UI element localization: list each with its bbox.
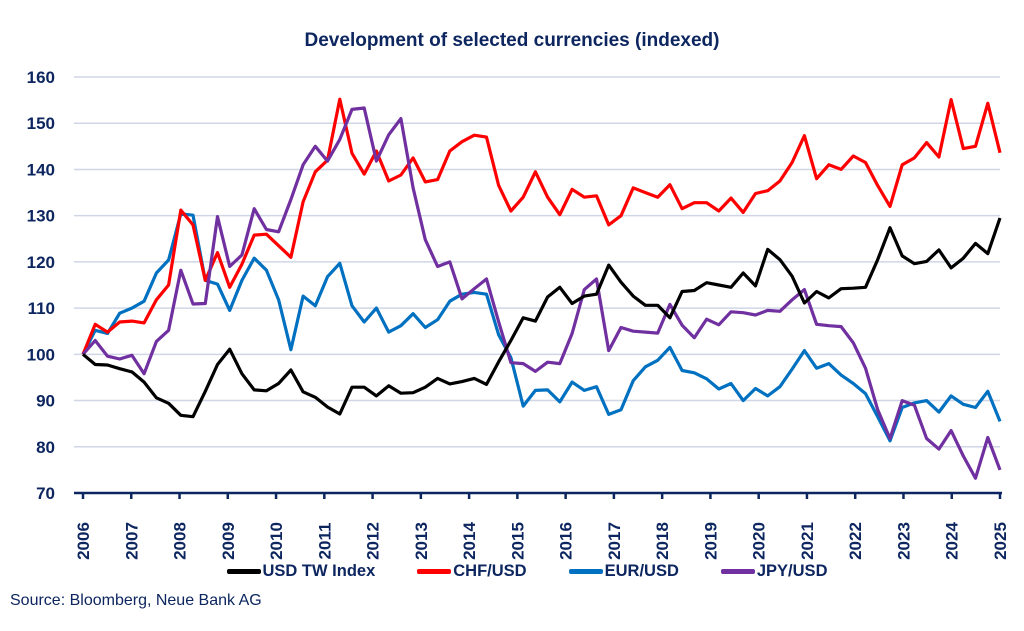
x-tick-label: 2006 (74, 522, 93, 560)
y-tick-label: 140 (27, 160, 55, 179)
x-tick-label: 2012 (364, 522, 383, 560)
series-lines (81, 97, 1002, 480)
x-tick-label: 2022 (846, 522, 865, 560)
x-tick-label: 2010 (267, 522, 286, 560)
legend-swatch-usd-tw (226, 569, 261, 574)
legend: USD TW Index CHF/USD EUR/USD JPY/USD (0, 562, 1024, 581)
x-tick-label: 2019 (701, 522, 720, 560)
legend-item-eur-usd: EUR/USD (568, 562, 679, 581)
legend-label: USD TW Index (262, 562, 376, 580)
y-tick-label: 150 (27, 114, 55, 133)
x-tick-label: 2008 (171, 522, 190, 560)
legend-item-jpy-usd: JPY/USD (720, 562, 828, 581)
y-tick-label: 90 (36, 392, 55, 411)
legend-swatch-chf-usd (417, 569, 452, 574)
y-tick-label: 120 (27, 253, 55, 272)
x-tick-label: 2024 (943, 522, 962, 560)
x-tick-label: 2021 (798, 522, 817, 560)
legend-label: CHF/USD (453, 562, 527, 580)
x-tick-label: 2011 (315, 523, 334, 560)
x-axis: 2006 2007 2008 2009 2010 2011 2012 2013 2014 2015… (74, 491, 1010, 560)
legend-label: EUR/USD (604, 562, 679, 580)
y-tick-label: 80 (36, 438, 55, 457)
x-tick-label: 2015 (508, 522, 527, 560)
x-tick-label: 2020 (750, 522, 769, 560)
legend-item-usd-tw: USD TW Index (226, 562, 376, 581)
series-line-chf-usd (81, 97, 1002, 355)
legend-item-chf-usd: CHF/USD (417, 562, 527, 581)
x-tick-label: 2018 (653, 522, 672, 560)
legend-label: JPY/USD (756, 562, 828, 580)
x-tick-label: 2013 (412, 522, 431, 560)
x-tick-label: 2017 (605, 522, 624, 560)
x-tick-label: 2007 (122, 522, 141, 560)
series-line-jpy-usd (81, 106, 1002, 480)
series-line-usd-tw-index (81, 217, 1002, 419)
x-tick-label: 2009 (219, 522, 238, 560)
x-tick-label: 2025 (991, 522, 1010, 560)
x-tick-label: 2014 (460, 522, 479, 560)
y-tick-label: 110 (28, 299, 55, 318)
y-tick-label: 100 (27, 345, 55, 364)
source-note: Source: Bloomberg, Neue Bank AG (10, 592, 262, 609)
legend-swatch-jpy-usd (720, 569, 755, 574)
y-axis-ticks: 70 80 90 100 110 120 130 140 150 160 (27, 68, 55, 503)
gridlines (74, 76, 1000, 448)
y-tick-label: 70 (36, 484, 55, 503)
chart-title: Development of selected currencies (inde… (304, 30, 720, 51)
y-tick-label: 130 (27, 207, 55, 226)
legend-swatch-eur-usd (568, 569, 603, 574)
x-tick-label: 2016 (557, 522, 576, 560)
series-line-eur-usd (81, 212, 1002, 443)
y-tick-label: 160 (27, 68, 55, 87)
x-tick-label: 2023 (894, 522, 913, 560)
